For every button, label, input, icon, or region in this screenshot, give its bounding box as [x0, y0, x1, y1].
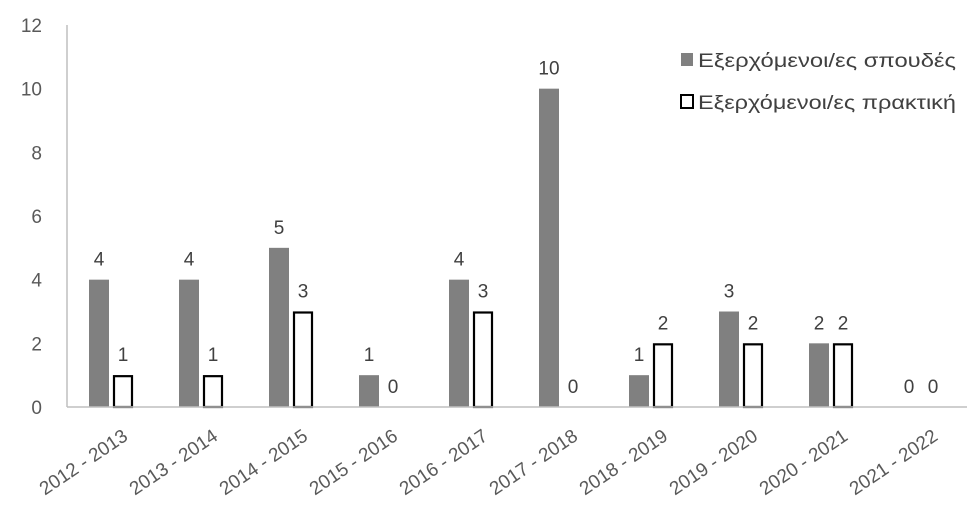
y-tick-label: 10 [21, 80, 42, 101]
legend-label-series-1: Εξερχόμενοι/ες σπουδές [698, 51, 956, 72]
legend: Εξερχόμενοι/ες σπουδές Εξερχόμενοι/ες πρ… [680, 51, 956, 114]
y-tick-label: 12 [21, 16, 42, 37]
bar-series-1 [269, 247, 289, 407]
bar-series-1 [89, 279, 109, 407]
x-tick-label: 2021 - 2022 [846, 426, 942, 500]
bar-series-1 [449, 279, 469, 407]
y-tick-label: 4 [31, 271, 42, 292]
data-label-series-1: 4 [94, 250, 105, 271]
data-label-series-2: 3 [478, 282, 489, 303]
data-label-series-2: 0 [928, 377, 939, 398]
bar-series-2 [292, 311, 314, 409]
bar-series-2 [472, 311, 494, 409]
bar-series-1 [539, 88, 559, 408]
data-label-series-1: 4 [454, 250, 465, 271]
bar-series-2 [742, 343, 764, 409]
legend-swatch-series-2 [680, 94, 694, 109]
data-label-series-1: 1 [364, 345, 375, 366]
bar-series-2 [652, 343, 674, 409]
x-tick-label: 2015 - 2016 [306, 426, 402, 500]
x-tick-label: 2016 - 2017 [396, 426, 492, 500]
data-label-series-2: 2 [748, 313, 759, 334]
bar-series-1 [179, 279, 199, 407]
data-label-series-1: 10 [538, 59, 559, 80]
x-tick-label: 2019 - 2020 [666, 426, 762, 500]
y-tick-label: 2 [31, 334, 42, 355]
y-tick-label: 8 [31, 143, 42, 164]
y-axis-ticks: 0 2 4 6 8 10 12 [21, 16, 43, 419]
data-label-series-2: 3 [298, 282, 309, 303]
data-label-series-1: 4 [184, 250, 195, 271]
data-label-series-2: 1 [118, 345, 129, 366]
data-label-series-2: 1 [208, 345, 219, 366]
bar-series-1 [809, 343, 829, 407]
x-tick-label: 2014 - 2015 [216, 426, 312, 500]
bar-series-1 [719, 311, 739, 407]
data-label-series-2: 0 [568, 377, 579, 398]
data-label-series-1: 3 [724, 282, 735, 303]
x-tick-label: 2020 - 2021 [756, 426, 852, 500]
data-label-series-2: 2 [658, 313, 669, 334]
data-label-series-2: 0 [388, 377, 399, 398]
x-tick-label: 2018 - 2019 [576, 426, 672, 500]
bars [89, 88, 854, 409]
data-label-series-1: 5 [274, 218, 285, 239]
y-tick-label: 6 [31, 207, 42, 228]
x-tick-label: 2017 - 2018 [486, 426, 582, 500]
bar-series-1 [629, 375, 649, 407]
data-label-series-1: 2 [814, 313, 825, 334]
x-tick-label: 2013 - 2014 [126, 425, 222, 499]
bar-series-2 [202, 375, 224, 409]
data-label-series-1: 1 [634, 345, 645, 366]
bar-series-1 [359, 375, 379, 407]
x-tick-label: 2012 - 2013 [36, 426, 132, 500]
data-label-series-1: 0 [904, 377, 915, 398]
bar-series-2 [832, 343, 854, 409]
data-label-series-2: 2 [838, 313, 849, 334]
legend-swatch-series-1 [681, 53, 693, 66]
legend-label-series-2: Εξερχόμενοι/ες πρακτική [698, 93, 956, 114]
bar-series-2 [112, 375, 134, 409]
y-tick-label: 0 [31, 398, 42, 419]
